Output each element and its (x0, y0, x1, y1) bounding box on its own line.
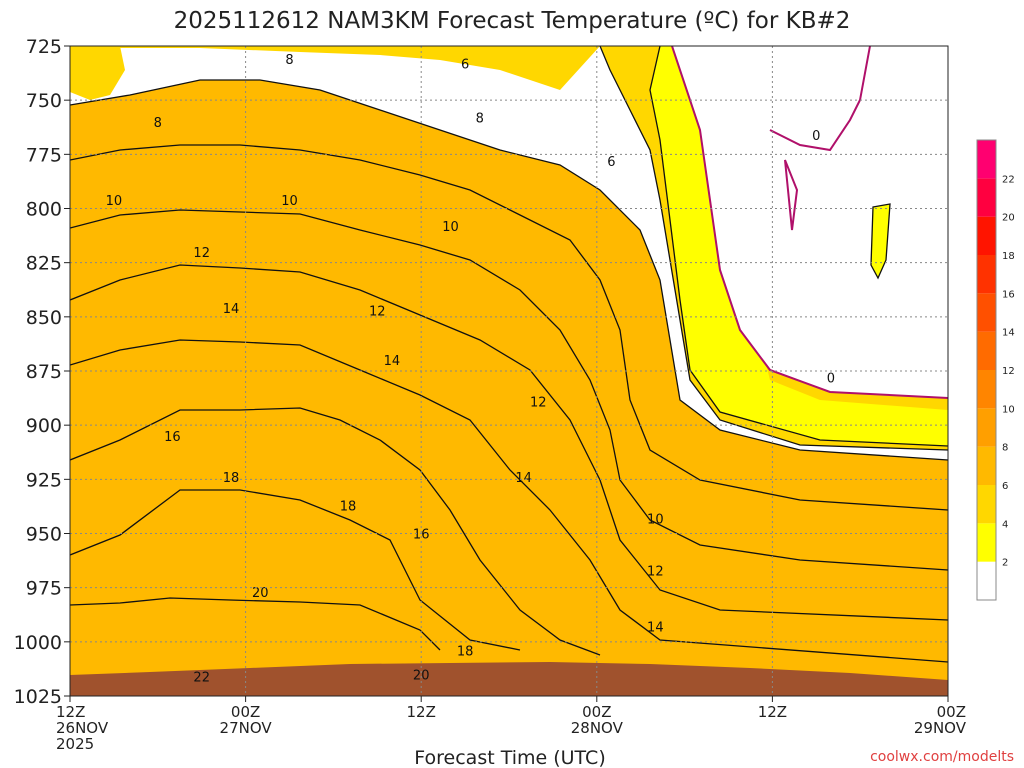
y-tick-label: 950 (26, 524, 62, 546)
y-tick-label: 925 (26, 469, 62, 491)
contour-label: 10 (647, 512, 664, 527)
y-axis: 725 750 775 800 825 850 875 900 925 950 975 1000 102… (14, 36, 70, 708)
colorbar-label: 2 (1002, 558, 1008, 569)
y-tick-label: 775 (26, 144, 62, 166)
colorbar-swatch (977, 293, 996, 332)
colorbar-label: 4 (1002, 519, 1008, 530)
colorbar-swatch (977, 485, 996, 524)
contour-label: 10 (442, 220, 459, 235)
credit-link[interactable]: coolwx.com/modelts (870, 749, 1014, 765)
contour-label: 10 (106, 194, 123, 209)
contour-label: 16 (413, 528, 430, 543)
colorbar-label: 8 (1002, 443, 1008, 454)
contour-label: 18 (340, 499, 357, 514)
contour-label: 22 (193, 671, 210, 686)
y-tick-label: 825 (26, 253, 62, 275)
contour-label: 6 (461, 57, 469, 72)
y-tick-label: 725 (26, 36, 62, 58)
colorbar-label: 6 (1002, 481, 1008, 492)
colorbar: 2 4 6 8 10 12 14 16 18 20 22 (976, 139, 1015, 601)
contour-label: 0 (812, 129, 820, 144)
colorbar-swatch (977, 331, 996, 370)
contour-label: 12 (530, 395, 547, 410)
y-tick-label: 975 (26, 578, 62, 600)
colorbar-frame (976, 139, 997, 601)
contour-label: 14 (647, 621, 664, 636)
x-tick-label: 00Z (231, 703, 260, 721)
colorbar-label: 20 (1002, 213, 1015, 224)
contour-label: 14 (384, 354, 401, 369)
chart-title: 2025112612 NAM3KM Forecast Temperature (… (174, 8, 851, 34)
colorbar-label: 22 (1002, 174, 1015, 185)
freezing-line (671, 46, 948, 399)
contour-label: 14 (223, 302, 240, 317)
y-tick-label: 1000 (14, 632, 62, 654)
colorbar-label: 18 (1002, 251, 1015, 262)
colorbar-swatch (977, 561, 996, 600)
contour-label: 18 (457, 645, 474, 660)
colorbar-label: 12 (1002, 366, 1015, 377)
y-tick-label: 850 (26, 307, 62, 329)
x-axis-label: Forecast Time (UTC) (414, 747, 605, 768)
contour-label: 0 (827, 372, 835, 387)
contour-label: 12 (193, 246, 210, 261)
colorbar-label: 14 (1002, 328, 1015, 339)
x-tick-label: 12Z (407, 703, 436, 721)
plot-area: 6 8 8 8 6 0 10 10 10 12 14 12 14 12 0 16 18 14 18 16 10 12 20 1… (70, 46, 948, 696)
contour-label: 6 (607, 155, 615, 170)
y-tick-label: 875 (26, 361, 62, 383)
contour-label: 8 (476, 112, 484, 127)
colorbar-swatch (977, 370, 996, 409)
x-tick-label: 27NOV (220, 719, 273, 737)
isotherm-lines (70, 46, 948, 663)
contour-labels: 6 8 8 8 6 0 10 10 10 12 14 12 14 12 0 16 18 14 18 16 10 12 20 1… (106, 53, 835, 686)
x-tick-label: 2025 (56, 735, 94, 753)
contour-label: 12 (647, 564, 664, 579)
colorbar-swatch (977, 446, 996, 485)
colorbar-label: 10 (1002, 404, 1015, 415)
colorbar-swatch (977, 178, 996, 217)
colorbar-label: 16 (1002, 289, 1015, 300)
contour-label: 12 (369, 304, 386, 319)
colorbar-swatch (977, 408, 996, 447)
y-tick-label: 900 (26, 415, 62, 437)
band-6 (70, 80, 948, 696)
contour-label: 8 (154, 116, 162, 131)
x-tick-label: 26NOV (56, 719, 109, 737)
x-tick-label: 28NOV (571, 719, 624, 737)
colorbar-swatch (977, 140, 996, 179)
x-tick-label: 12Z (56, 703, 85, 721)
contour-label: 14 (515, 471, 532, 486)
x-tick-label: 00Z (582, 703, 611, 721)
contour-label: 8 (285, 53, 293, 68)
x-tick-label: 00Z (937, 703, 966, 721)
contour-label: 16 (164, 430, 181, 445)
band-8-upperleft (70, 46, 125, 100)
terrain (70, 662, 948, 696)
y-tick-label: 1025 (14, 686, 62, 708)
x-tick-label: 12Z (758, 703, 787, 721)
y-tick-label: 750 (26, 90, 62, 112)
contour-label: 20 (413, 668, 430, 683)
colorbar-swatch (977, 216, 996, 255)
x-tick-label: 29NOV (914, 719, 967, 737)
band-below-2 (672, 46, 948, 398)
contour-label: 10 (281, 194, 298, 209)
colorbar-swatch (977, 523, 996, 562)
colorbar-swatch (977, 255, 996, 294)
y-tick-label: 800 (26, 199, 62, 221)
grid-lines (70, 46, 948, 696)
contour-label: 18 (223, 471, 240, 486)
band-2-small (871, 204, 890, 278)
contour-label: 20 (252, 586, 269, 601)
